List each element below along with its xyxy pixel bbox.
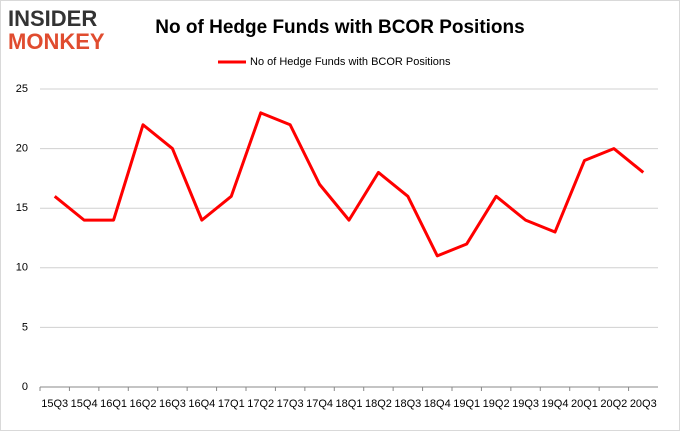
y-tick-label: 0: [22, 381, 28, 393]
x-tick-label: 17Q3: [277, 398, 304, 410]
y-tick-label: 5: [22, 321, 28, 333]
y-tick-label: 20: [16, 143, 28, 155]
x-tick-label: 18Q2: [365, 398, 392, 410]
x-tick-label: 19Q1: [453, 398, 480, 410]
x-tick-label: 20Q1: [571, 398, 598, 410]
x-tick-label: 16Q1: [100, 398, 127, 410]
x-tick-label: 17Q1: [218, 398, 245, 410]
x-tick-label: 18Q3: [394, 398, 421, 410]
x-tick-label: 18Q1: [336, 398, 363, 410]
x-tick-label: 17Q2: [247, 398, 274, 410]
x-tick-label: 15Q3: [41, 398, 68, 410]
y-tick-label: 10: [16, 262, 28, 274]
x-tick-label: 16Q2: [130, 398, 157, 410]
legend-label: No of Hedge Funds with BCOR Positions: [250, 56, 451, 68]
logo-top: INSIDER: [8, 6, 97, 31]
x-tick-label: 20Q3: [630, 398, 657, 410]
x-tick-label: 19Q2: [483, 398, 510, 410]
x-tick-label: 19Q4: [542, 398, 569, 410]
x-tick-label: 16Q4: [188, 398, 215, 410]
x-tick-label: 16Q3: [159, 398, 186, 410]
x-tick-label: 18Q4: [424, 398, 451, 410]
x-tick-label: 17Q4: [306, 398, 333, 410]
logo-bottom: MONKEY: [8, 29, 105, 54]
x-tick-label: 15Q4: [71, 398, 98, 410]
series-line: [53, 111, 645, 258]
y-tick-label: 25: [16, 83, 28, 95]
x-tick-label: 19Q3: [512, 398, 539, 410]
chart-title: No of Hedge Funds with BCOR Positions: [155, 17, 524, 38]
x-tick-label: 20Q2: [600, 398, 627, 410]
y-tick-label: 15: [16, 202, 28, 214]
